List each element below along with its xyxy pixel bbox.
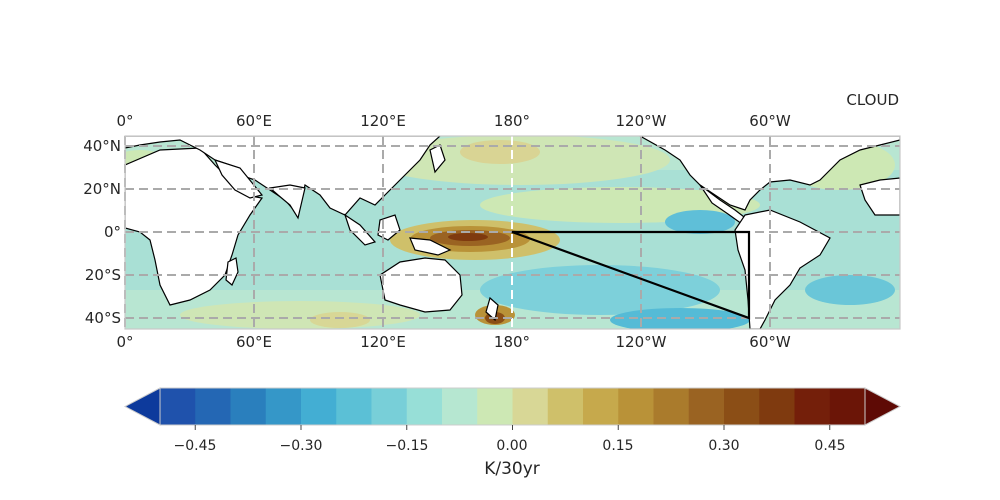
lon-label-top-120w: 120°W xyxy=(616,112,667,130)
lat-labels: 40°N 20°N 0° 20°S 40°S xyxy=(83,137,121,327)
colorbar-segment xyxy=(653,388,690,425)
map-panel xyxy=(124,135,901,330)
land-europe-east xyxy=(859,177,900,216)
land-madagascar xyxy=(225,257,239,286)
field-atlantic-south xyxy=(805,275,895,305)
colorbar-tick-label: 0.15 xyxy=(602,438,633,454)
colorbar-segment xyxy=(794,388,831,425)
map-title: CLOUD xyxy=(846,91,899,109)
region-outline-triangle xyxy=(511,230,751,320)
colorbar-segment xyxy=(442,388,478,425)
lon-labels-bottom: 0° 60°E 120°E 180° 120°W 60°W xyxy=(116,333,790,351)
colorbar-segment xyxy=(829,388,866,425)
field-south-indian-warm xyxy=(310,312,370,328)
lat-label-0: 0° xyxy=(104,223,121,241)
colorbar-ticks xyxy=(194,425,831,430)
colorbar-extend-low xyxy=(123,387,161,426)
field-east-pacific-cool xyxy=(665,210,735,234)
colorbar-tick-label: −0.45 xyxy=(174,438,217,454)
colorbar-segment xyxy=(160,388,196,425)
colorbar-segment xyxy=(336,388,373,425)
lat-label-40n: 40°N xyxy=(83,137,121,155)
lon-label-top-0: 0° xyxy=(116,112,133,130)
lat-label-20n: 20°N xyxy=(83,180,121,198)
field-north-pacific-warm xyxy=(460,140,540,164)
colorbar-segment xyxy=(230,388,267,425)
land-new-guinea xyxy=(409,237,452,256)
lon-label-top-60e: 60°E xyxy=(236,112,272,130)
lat-label-20s: 20°S xyxy=(85,266,121,284)
colorbar-segment xyxy=(512,388,549,425)
colorbar-segment xyxy=(195,388,232,425)
colorbar-tick-label: −0.30 xyxy=(280,438,323,454)
gridlines xyxy=(124,136,900,329)
field-south-pacific-cool xyxy=(480,265,720,315)
colorbar-segment xyxy=(547,388,584,425)
colorbar-segment xyxy=(477,388,514,425)
colorbar-tick-label: 0.00 xyxy=(496,438,527,454)
lon-label-bottom-60e: 60°E xyxy=(236,333,272,351)
colorbar-tick-label: −0.15 xyxy=(386,438,429,454)
map-frame xyxy=(124,135,901,330)
lon-label-top-60w: 60°W xyxy=(749,112,791,130)
lon-labels-top: 0° 60°E 120°E 180° 120°W 60°W xyxy=(116,112,790,130)
colorbar-segment xyxy=(371,388,408,425)
colorbar-segment xyxy=(759,388,796,425)
colorbar-segments xyxy=(123,387,902,426)
lon-label-top-180: 180° xyxy=(494,112,530,130)
colorbar: −0.45 −0.30 −0.15 0.00 0.15 0.30 0.45 K/… xyxy=(123,387,902,479)
colorbar-tick-label: 0.45 xyxy=(814,438,845,454)
colorbar-tick-labels: −0.45 −0.30 −0.15 0.00 0.15 0.30 0.45 xyxy=(174,438,846,454)
lon-label-bottom-0: 0° xyxy=(116,333,133,351)
colorbar-tick-label: 0.30 xyxy=(708,438,739,454)
field-warm-tongue-peak xyxy=(448,233,488,241)
colorbar-segment xyxy=(618,388,655,425)
land-arabia xyxy=(213,159,264,199)
lon-label-bottom-60w: 60°W xyxy=(749,333,791,351)
colorbar-segment xyxy=(688,388,725,425)
lon-label-top-120e: 120°E xyxy=(360,112,406,130)
colorbar-segment xyxy=(301,388,337,425)
colorbar-label: K/30yr xyxy=(484,459,540,479)
lon-label-bottom-120w: 120°W xyxy=(616,333,667,351)
colorbar-extend-high xyxy=(864,387,902,426)
colorbar-segment xyxy=(406,388,443,425)
lat-label-40s: 40°S xyxy=(85,309,121,327)
land-sumatra xyxy=(343,213,377,246)
lon-label-bottom-120e: 120°E xyxy=(360,333,406,351)
colorbar-segment xyxy=(265,388,302,425)
land-new-zealand xyxy=(485,296,499,322)
colorbar-segment xyxy=(724,388,760,425)
land xyxy=(125,136,900,329)
land-india xyxy=(268,184,306,220)
lon-label-bottom-180: 180° xyxy=(494,333,530,351)
land-australia xyxy=(379,257,463,313)
colorbar-segment xyxy=(583,388,619,425)
